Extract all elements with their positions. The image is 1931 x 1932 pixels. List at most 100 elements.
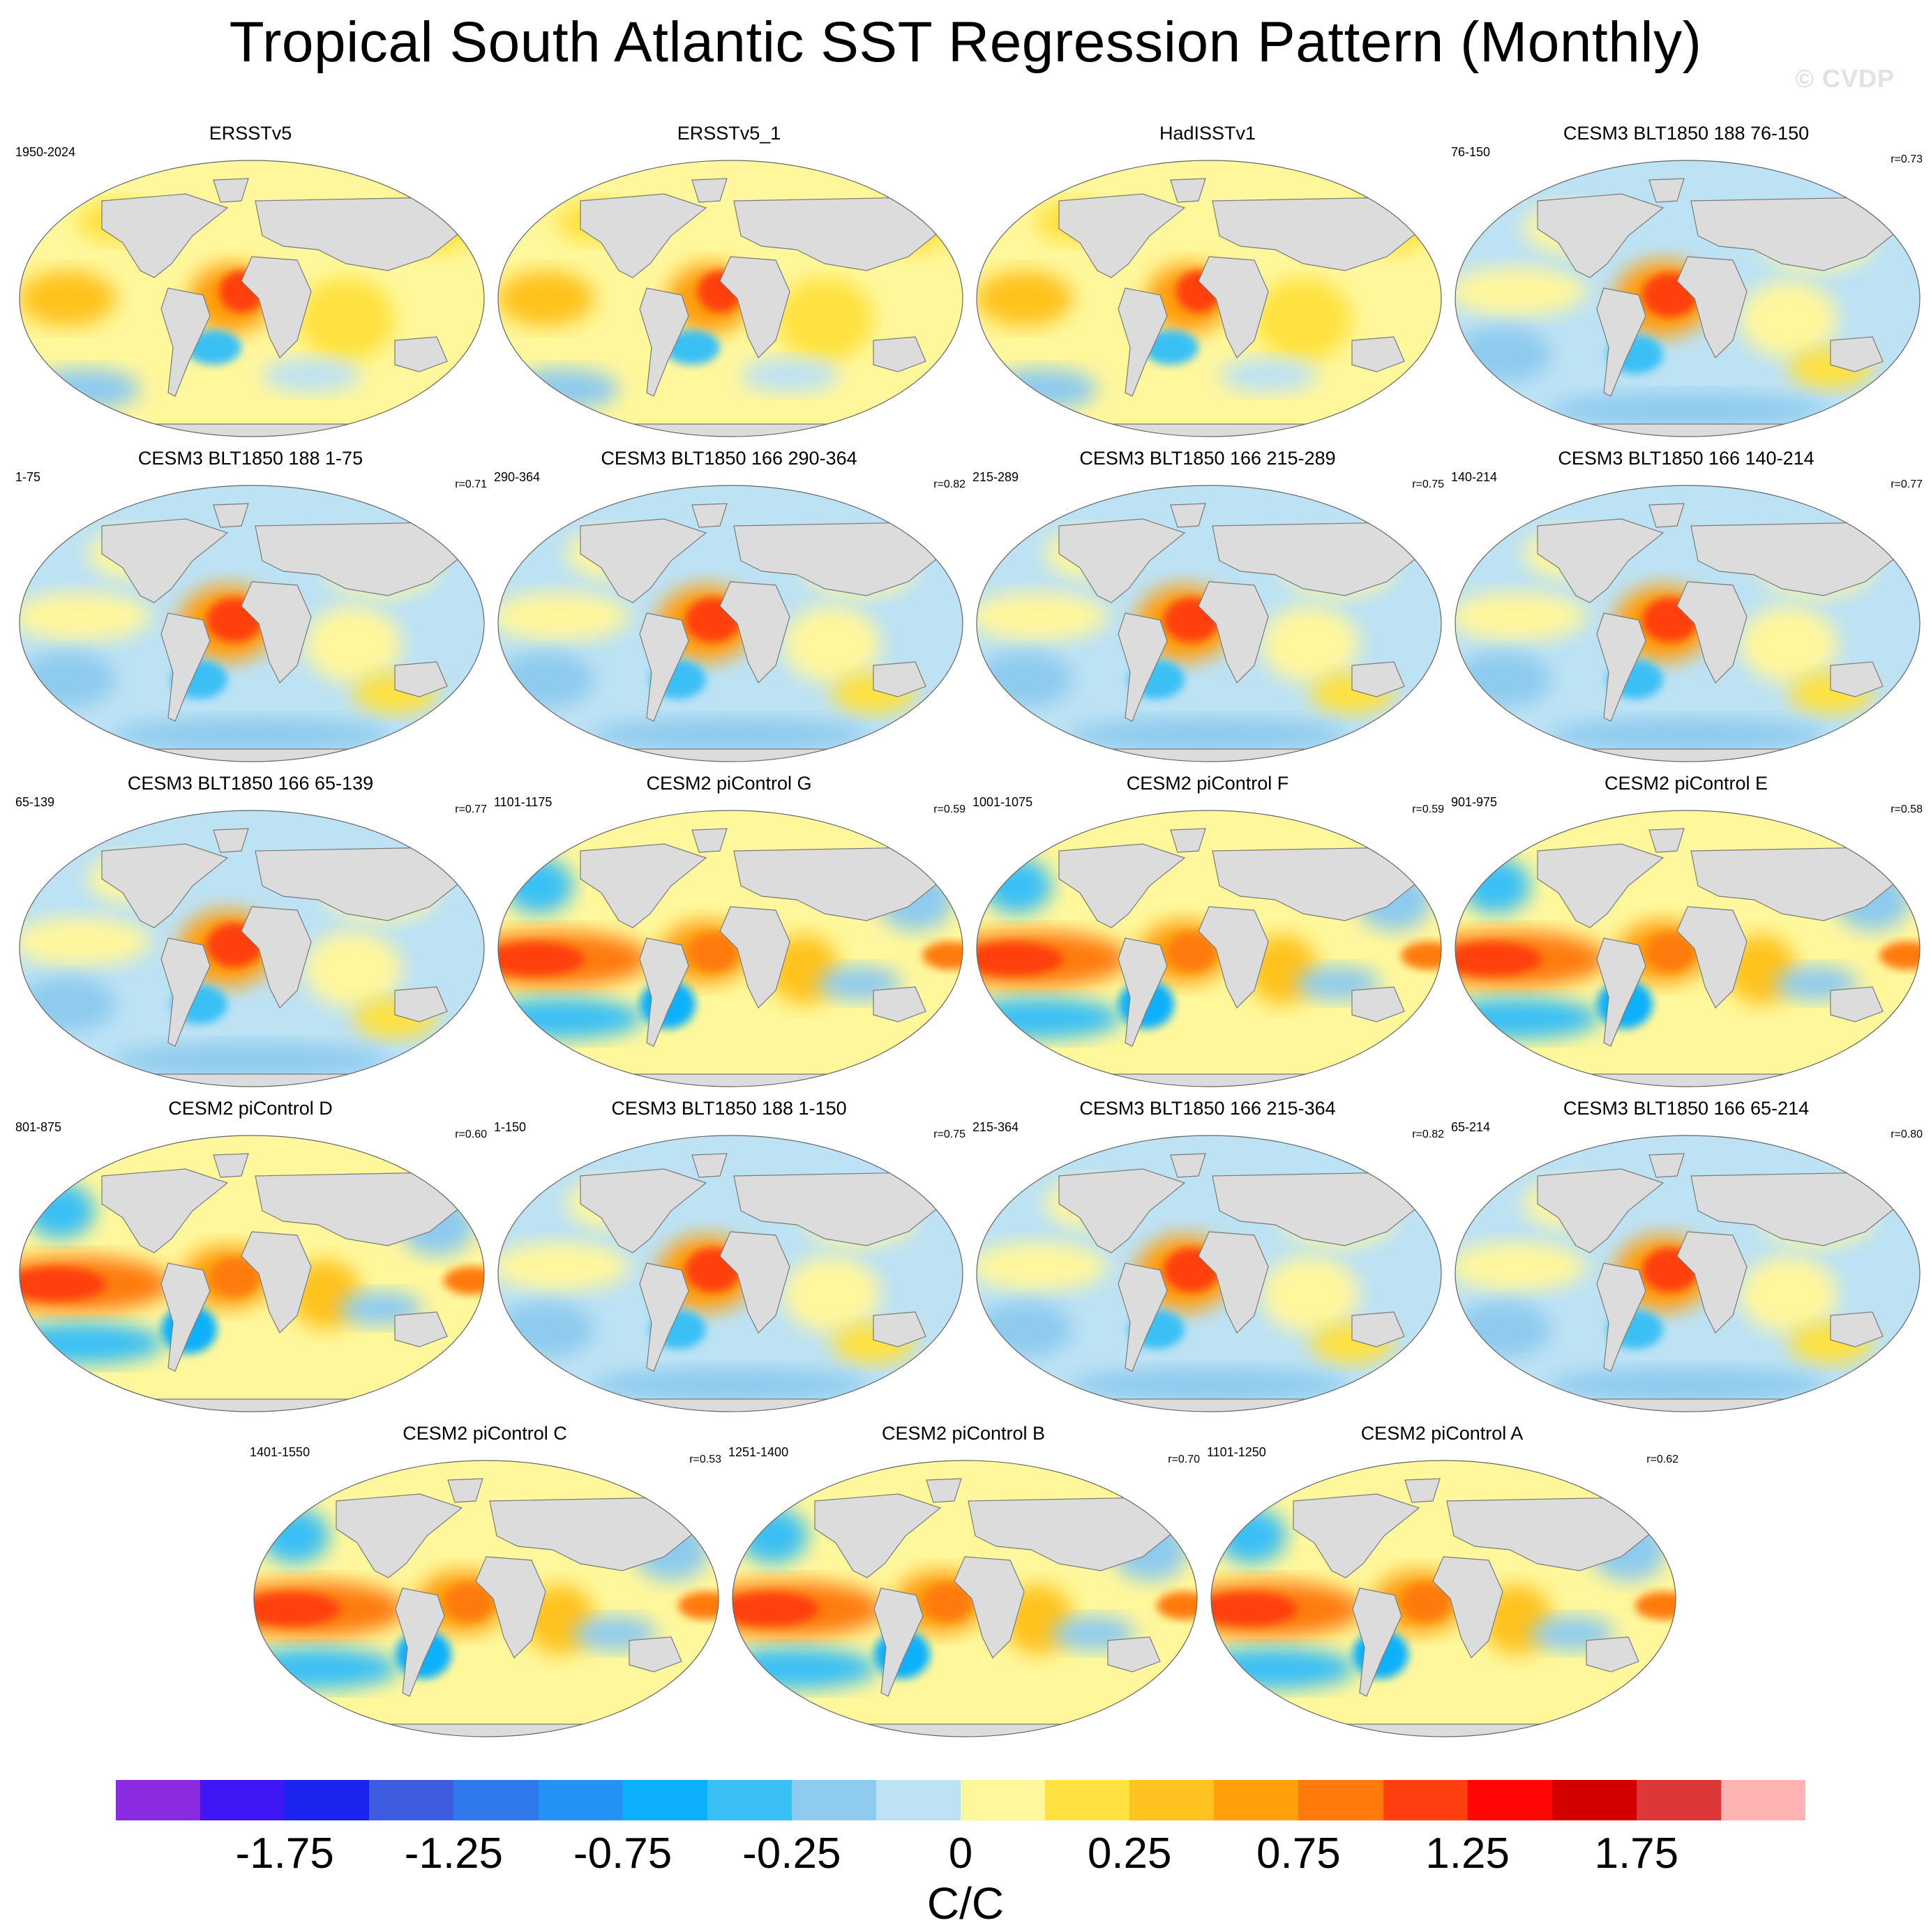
land-mass	[349, 1723, 631, 1737]
panel-correlation: r=0.70	[1168, 1454, 1200, 1465]
colorbar-tick-label: 0.25	[1087, 1829, 1172, 1878]
anomaly-region	[1219, 358, 1317, 393]
anomaly-region	[210, 1258, 259, 1297]
map-panel: CESM3 BLT1850 188 1-150 1-150 r=0.75	[488, 1098, 970, 1419]
land-mass	[101, 193, 229, 278]
land-mass	[1351, 661, 1405, 697]
panel-title: CESM3 BLT1850 188 1-150	[611, 1098, 847, 1119]
land-mass	[691, 828, 728, 853]
map-panel: CESM2 piControl C 1401-1550 r=0.53	[244, 1423, 726, 1744]
anomaly-region	[504, 858, 573, 914]
land-mass	[1676, 1231, 1748, 1334]
panel-title: CESM2 piControl F	[1126, 773, 1289, 794]
land-mass	[1537, 1168, 1665, 1253]
panel-correlation: r=0.73	[1891, 153, 1923, 165]
land-mass	[580, 518, 707, 603]
cvdp-watermark: © CVDP	[1795, 64, 1895, 93]
land-mass	[1550, 1073, 1832, 1087]
anomaly-region	[591, 718, 870, 753]
land-mass	[241, 1231, 312, 1334]
colorbar-segment	[622, 1780, 708, 1820]
land-mass	[926, 1478, 962, 1503]
map-panel: CESM2 piControl D 801-875 r=0.60	[10, 1098, 491, 1419]
anomaly-region	[112, 718, 391, 753]
colorbar-tick-label: 1.75	[1594, 1829, 1679, 1878]
land-mass	[1830, 661, 1884, 697]
land-mass	[1550, 423, 1832, 437]
anomaly-region	[776, 278, 873, 361]
panel-title: CESM3 BLT1850 188 1-75	[137, 448, 363, 469]
panel-period: 76-150	[1451, 145, 1491, 159]
anomaly-region	[20, 917, 151, 966]
land-mass	[394, 1311, 448, 1348]
land-mass	[1118, 1262, 1168, 1372]
panel-period: 215-364	[972, 1120, 1019, 1134]
land-mass	[814, 1493, 942, 1578]
anomaly-region	[1455, 592, 1586, 641]
anomaly-region	[1069, 718, 1348, 753]
land-mass	[1198, 1231, 1269, 1334]
map-border	[497, 160, 963, 437]
panel-correlation: r=0.77	[1891, 478, 1923, 490]
sst-regression-map	[19, 810, 485, 1087]
anomaly-region	[1254, 278, 1352, 361]
map-border	[19, 485, 485, 762]
land-mass	[1537, 193, 1665, 278]
panel-period: 215-289	[972, 470, 1019, 484]
anomaly-region	[1740, 606, 1838, 683]
land-mass	[1676, 256, 1748, 359]
colorbar-segment	[707, 1780, 792, 1820]
anomaly-region	[1455, 326, 1551, 382]
colorbar-segment	[1129, 1780, 1215, 1820]
anomaly-region	[982, 858, 1052, 914]
anomaly-region	[304, 606, 402, 683]
anomaly-region	[732, 1592, 818, 1626]
sst-regression-map	[497, 1135, 963, 1412]
land-mass	[1550, 748, 1832, 762]
panel-correlation: r=0.60	[455, 1129, 487, 1140]
colorbar-tick-label: -0.25	[742, 1829, 841, 1878]
land-mass	[954, 1556, 1025, 1659]
land-mass	[639, 612, 689, 722]
land-mass	[160, 1262, 211, 1372]
anomaly-region	[678, 1592, 719, 1620]
anomaly-region	[1261, 606, 1359, 683]
land-mass	[639, 287, 689, 397]
land-mass	[873, 1311, 926, 1348]
colorbar-segment	[1636, 1780, 1722, 1820]
anomaly-region	[977, 271, 1073, 326]
anomaly-region	[262, 358, 360, 393]
land-mass	[1072, 1073, 1353, 1087]
panel-title: CESM2 piControl D	[168, 1098, 333, 1119]
map-panel: CESM3 BLT1850 166 65-139 65-139 r=0.77	[10, 773, 491, 1094]
land-mass	[1293, 1493, 1420, 1578]
land-mass	[1596, 287, 1646, 397]
sst-regression-map	[1210, 1460, 1676, 1737]
panel-period: 1101-1250	[1207, 1445, 1266, 1459]
land-mass	[1118, 287, 1168, 397]
anomaly-region	[507, 368, 619, 410]
land-mass	[475, 1556, 546, 1659]
colorbar-tick-label: 0	[948, 1829, 973, 1878]
anomaly-region	[1217, 1508, 1286, 1564]
land-mass	[1830, 336, 1884, 372]
land-mass	[1351, 986, 1405, 1022]
anomaly-region	[922, 942, 963, 969]
sst-regression-map	[497, 160, 963, 437]
land-mass	[1198, 581, 1269, 684]
land-mass	[213, 1153, 249, 1178]
panel-correlation: r=0.53	[689, 1454, 721, 1465]
colorbar-segment	[1045, 1780, 1130, 1820]
anomaly-region	[1401, 942, 1441, 969]
map-panel: CESM3 BLT1850 166 215-364 215-364 r=0.82	[967, 1098, 1448, 1419]
anomaly-region	[20, 1267, 105, 1301]
map-panel: CESM3 BLT1850 166 215-289 215-289 r=0.75	[967, 448, 1448, 769]
land-mass	[1170, 503, 1206, 528]
map-border	[732, 1460, 1198, 1737]
colorbar-tick-label: 1.25	[1425, 1829, 1510, 1878]
panel-title: CESM3 BLT1850 166 140-214	[1558, 448, 1814, 469]
land-mass	[1198, 256, 1269, 359]
panel-correlation: r=0.82	[933, 478, 966, 490]
land-mass	[1537, 518, 1665, 603]
land-mass	[1648, 178, 1685, 203]
